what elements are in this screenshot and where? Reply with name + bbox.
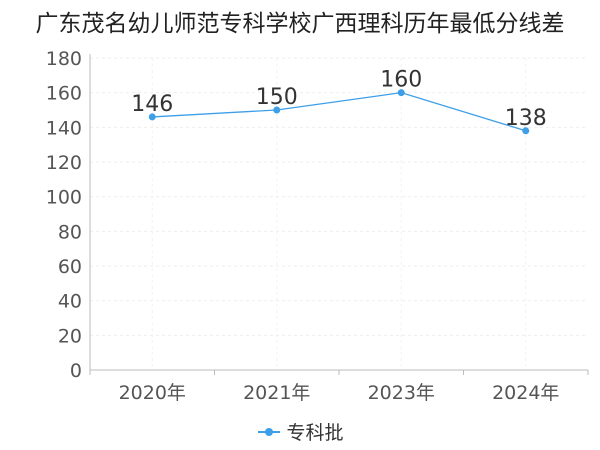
y-tick-label: 180 xyxy=(46,48,82,70)
legend-series-label: 专科批 xyxy=(286,422,344,444)
x-tick-label: 2023年 xyxy=(368,382,435,404)
y-tick-label: 20 xyxy=(58,325,82,347)
data-labels: 146 150 160 138 xyxy=(131,68,547,131)
data-point xyxy=(522,127,530,135)
y-tick-label: 80 xyxy=(58,221,82,243)
data-point xyxy=(148,113,156,121)
chart-title: 广东茂名幼儿师范专科学校广西理科历年最低分线差 xyxy=(35,11,565,37)
data-label: 150 xyxy=(256,85,298,110)
y-tick-label: 40 xyxy=(58,291,82,313)
y-tick-label: 120 xyxy=(46,152,82,174)
data-label: 160 xyxy=(380,68,422,93)
y-tick-label: 0 xyxy=(70,360,82,382)
series-lines xyxy=(152,92,526,132)
data-label: 146 xyxy=(131,92,173,117)
data-points xyxy=(148,89,530,135)
y-tick-label: 140 xyxy=(46,117,82,139)
x-tick-label: 2020年 xyxy=(119,382,186,404)
x-tick-label: 2024年 xyxy=(492,382,559,404)
y-tick-label: 160 xyxy=(46,83,82,105)
y-tick-label: 60 xyxy=(58,256,82,278)
y-tick-labels: 0 20 40 60 80 100 120 140 160 180 xyxy=(46,48,82,382)
legend: 专科批 xyxy=(0,418,600,445)
axes xyxy=(89,54,589,375)
x-tick-label: 2021年 xyxy=(243,382,310,404)
data-label: 138 xyxy=(505,106,547,131)
gridlines xyxy=(90,57,588,370)
data-point xyxy=(273,106,281,114)
legend-series-marker xyxy=(256,425,282,439)
data-point xyxy=(397,89,405,97)
y-tick-label: 100 xyxy=(46,187,82,209)
series-line xyxy=(152,92,526,132)
x-tick-labels: 2020年 2021年 2023年 2024年 xyxy=(119,382,560,404)
